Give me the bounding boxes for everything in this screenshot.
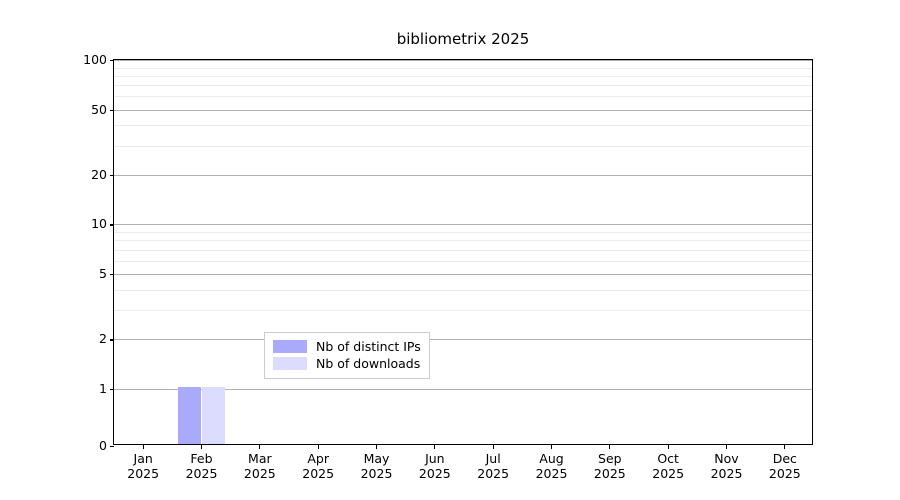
y-tick-mark — [109, 60, 114, 62]
y-tick-mark — [109, 446, 114, 448]
gridline-minor — [114, 310, 812, 312]
y-tick-label: 1 — [99, 380, 107, 396]
x-tick-mark — [784, 444, 786, 449]
y-tick-label: 2 — [99, 331, 107, 347]
gridline-minor — [114, 96, 812, 98]
gridline-major — [114, 109, 812, 111]
gridline-major — [114, 224, 812, 226]
plot-area: 0 1 2 5 10 20 50 100 Jan 2025 Feb 2025 Mar 2025 Apr 20… — [83, 53, 813, 481]
x-tick-mark — [259, 444, 261, 449]
gridline-minor — [114, 289, 812, 291]
gridline-major — [114, 339, 812, 341]
x-tick-label: Nov 2025 — [710, 451, 743, 481]
x-tick-label: Jul 2025 — [477, 451, 510, 481]
x-tick-mark — [142, 444, 144, 449]
y-tick-mark — [109, 224, 114, 226]
gridline-minor — [114, 231, 812, 233]
x-tick-label: Mar 2025 — [243, 451, 276, 481]
x-tick-mark — [609, 444, 611, 449]
x-tick-mark — [434, 444, 436, 449]
y-tick-mark — [109, 109, 114, 111]
y-tick-label: 20 — [91, 166, 107, 182]
bar-nb-of-downloads — [201, 386, 225, 444]
gridline-minor — [114, 125, 812, 127]
x-tick-label: Aug 2025 — [535, 451, 568, 481]
x-tick-label: Feb 2025 — [185, 451, 218, 481]
bar-nb-of-distinct-ips — [178, 386, 202, 444]
bars-layer — [114, 60, 812, 444]
y-tick-mark — [109, 174, 114, 177]
gridline-minor — [114, 75, 812, 77]
x-tick-mark — [492, 444, 494, 449]
gridline-minor — [114, 85, 812, 87]
x-tick-label: Jun 2025 — [418, 451, 451, 481]
x-tick-mark — [317, 444, 319, 449]
legend-item: Nb of distinct IPs — [273, 338, 421, 355]
y-tick-label: 5 — [99, 265, 107, 281]
y-tick-mark — [109, 339, 114, 341]
legend-swatch-icon — [273, 340, 307, 353]
gridline-minor — [114, 67, 812, 69]
x-tick-mark — [667, 444, 669, 449]
gridline-minor — [114, 145, 812, 147]
legend-swatch-icon — [273, 357, 307, 370]
x-tick-mark — [550, 444, 553, 449]
x-tick-label: Dec 2025 — [768, 451, 801, 481]
gridline-major — [114, 60, 812, 61]
legend-label: Nb of downloads — [316, 356, 421, 371]
y-tick-label: 10 — [91, 216, 107, 232]
y-tick-label: 0 — [99, 437, 107, 453]
y-tick-mark — [109, 273, 114, 276]
gridline-minor — [114, 240, 812, 242]
gridline-major — [114, 388, 812, 390]
legend-label: Nb of distinct IPs — [316, 339, 421, 354]
y-tick-mark — [109, 388, 114, 391]
x-tick-label: Apr 2025 — [302, 451, 335, 481]
x-tick-label: May 2025 — [360, 451, 393, 481]
gridline-minor — [114, 249, 812, 251]
x-tick-label: Jan 2025 — [127, 451, 160, 481]
chart-legend: Nb of distinct IPs Nb of downloads — [264, 332, 430, 379]
x-tick-mark — [200, 444, 203, 449]
x-tick-label: Oct 2025 — [652, 451, 685, 481]
y-tick-label: 50 — [91, 101, 107, 117]
gridline-major — [114, 273, 812, 275]
legend-item: Nb of downloads — [273, 355, 421, 372]
gridline-major — [114, 174, 812, 176]
chart-title: bibliometrix 2025 — [396, 30, 530, 48]
x-tick-mark — [725, 444, 728, 449]
x-tick-mark — [375, 444, 378, 449]
x-tick-label: Sep 2025 — [593, 451, 626, 481]
gridline-minor — [114, 260, 812, 262]
y-tick-label: 100 — [83, 51, 107, 67]
